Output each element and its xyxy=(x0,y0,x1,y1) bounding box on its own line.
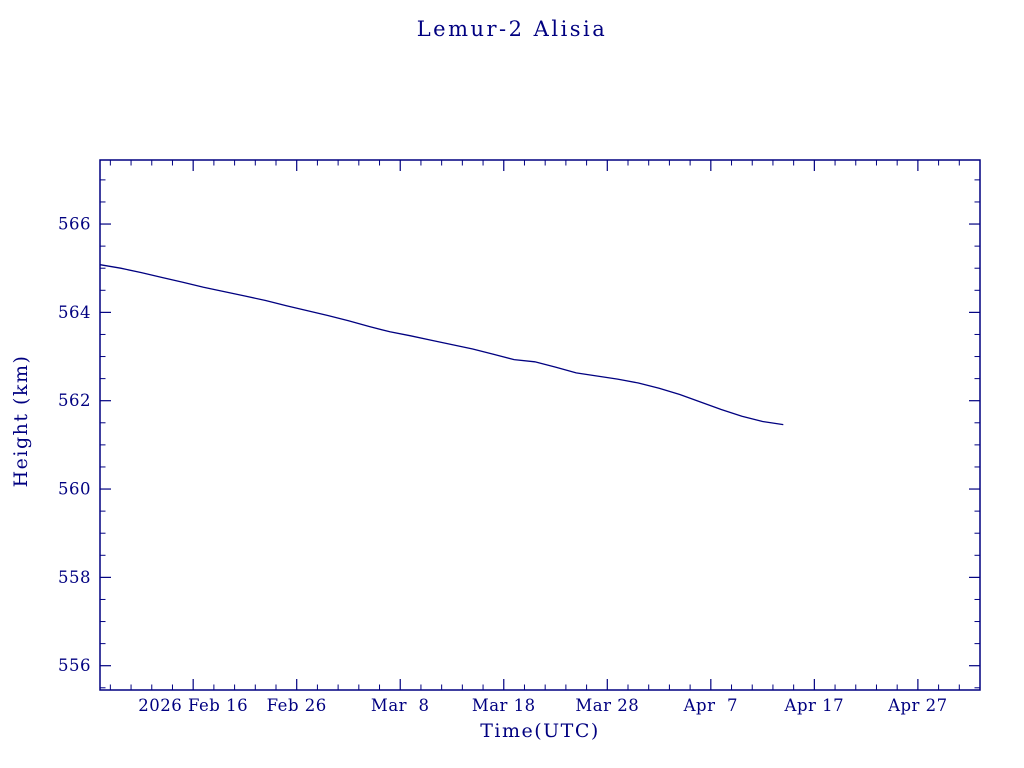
x-tick-label: Mar 18 xyxy=(472,696,536,715)
x-tick-label: Mar 8 xyxy=(371,696,430,715)
x-tick-label: Apr 17 xyxy=(784,696,845,715)
height-data-line xyxy=(99,264,784,426)
y-tick-label: 558 xyxy=(58,568,91,587)
x-tick-label: Apr 7 xyxy=(683,696,738,715)
x-tick-label: Apr 27 xyxy=(887,696,948,715)
x-tick-label: Mar 28 xyxy=(575,696,639,715)
y-tick-label: 562 xyxy=(58,391,91,410)
x-tick-label: Feb 26 xyxy=(267,696,327,715)
y-tick-label: 566 xyxy=(58,215,91,234)
plot-frame xyxy=(99,159,981,691)
x-tick-label: 2026 Feb 16 xyxy=(138,696,248,715)
y-tick-label: 556 xyxy=(58,656,91,675)
y-tick-label: 564 xyxy=(58,303,91,322)
x-axis-label: Time(UTC) xyxy=(480,720,600,742)
chart-title: Lemur-2 Alisia xyxy=(416,17,608,41)
y-tick-label: 560 xyxy=(58,480,91,499)
